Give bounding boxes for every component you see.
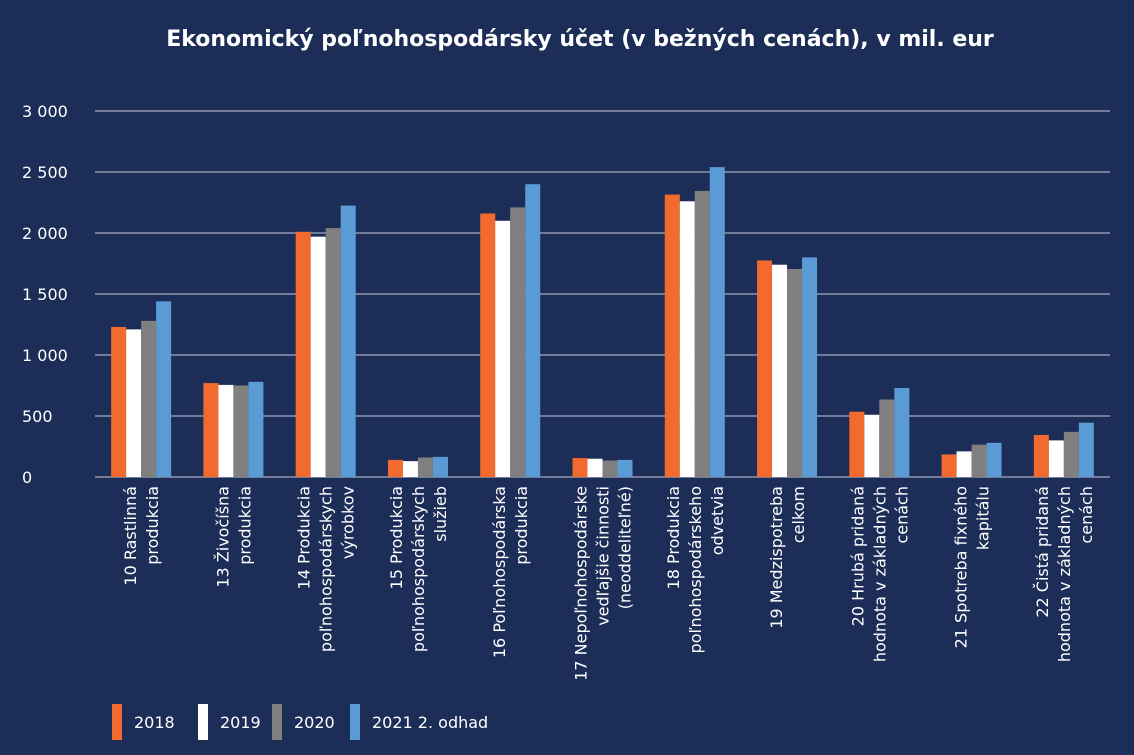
y-tick-label: 500 [22,407,53,426]
bar [218,384,234,477]
bar [387,459,403,477]
bar [233,385,249,477]
x-tick-label: 14 Produkcia poľnohospodárskych výrobkov [295,486,358,652]
x-tick-label: 20 Hrubá pridaná hodnota v základných cená… [848,486,911,662]
bar [879,399,895,477]
x-tick-label: 16 Poľnohospodárska produkcia [490,486,531,658]
bar [617,459,633,477]
chart-title: Ekonomický poľnohospodársky účet (v bežn… [166,27,994,52]
bar [1048,440,1064,477]
legend-label: 2020 [294,713,335,732]
legend-label: 2019 [220,713,261,732]
bar [295,231,311,477]
bar [325,228,341,477]
y-tick-label: 1 500 [22,285,68,304]
bar [417,457,433,477]
legend-swatch [198,704,208,740]
bar [510,207,526,477]
bar [694,190,710,477]
x-tick-label: 15 Produkcia poľnohospodárskych služieb [387,486,450,652]
legend-swatch [272,704,282,740]
bar [986,442,1002,477]
y-tick-label: 2 000 [22,224,68,243]
x-tick-label: 19 Medzispotreba celkom [767,486,808,629]
x-tick-label: 22 Čistá pridaná hodnota v základných cená… [1033,486,1096,662]
bar [111,326,127,477]
y-tick-label: 0 [22,468,32,487]
x-tick-label: 10 Rastlinná produkcia [121,486,162,586]
bar [1063,431,1079,477]
bar [787,268,803,477]
bar [480,213,496,478]
bar [849,411,865,477]
bar [495,220,511,478]
bar [1078,422,1094,477]
bar [572,458,588,477]
x-tick-label: 13 Živočíšna produkcia [213,486,254,588]
bar [248,381,264,477]
bar [432,456,448,477]
bar [203,383,219,477]
x-tick-label: 21 Spotreba fixného kapitálu [952,486,993,648]
bar [709,167,725,477]
bar [956,451,972,477]
bar [340,205,356,478]
bar [156,301,172,477]
y-tick-label: 2 500 [22,163,68,182]
bar [664,194,680,477]
y-tick-label: 1 000 [22,346,68,365]
bar [602,460,618,477]
bar [310,236,326,477]
bar [971,444,987,477]
bar [941,454,957,477]
bar [141,320,157,477]
bar [864,414,880,477]
bar [679,201,695,477]
x-tick-label: 17 Nepoľnohospodárske vedľajšie činnosti(… [572,486,635,681]
bar [587,458,603,477]
bar [1033,434,1049,477]
bar [525,184,541,477]
y-tick-label: 3 000 [22,102,68,121]
bar [802,257,818,477]
legend-label: 2021 2. odhad [372,713,488,732]
bar [772,264,788,477]
bar [126,329,142,477]
bar [757,260,773,477]
legend-swatch [350,704,360,740]
legend-label: 2018 [134,713,175,732]
bar [894,387,910,477]
bar [402,461,418,477]
legend-swatch [112,704,122,740]
x-tick-label: 18 Produkcia poľnohospodárskeho odvetvia [664,486,727,653]
